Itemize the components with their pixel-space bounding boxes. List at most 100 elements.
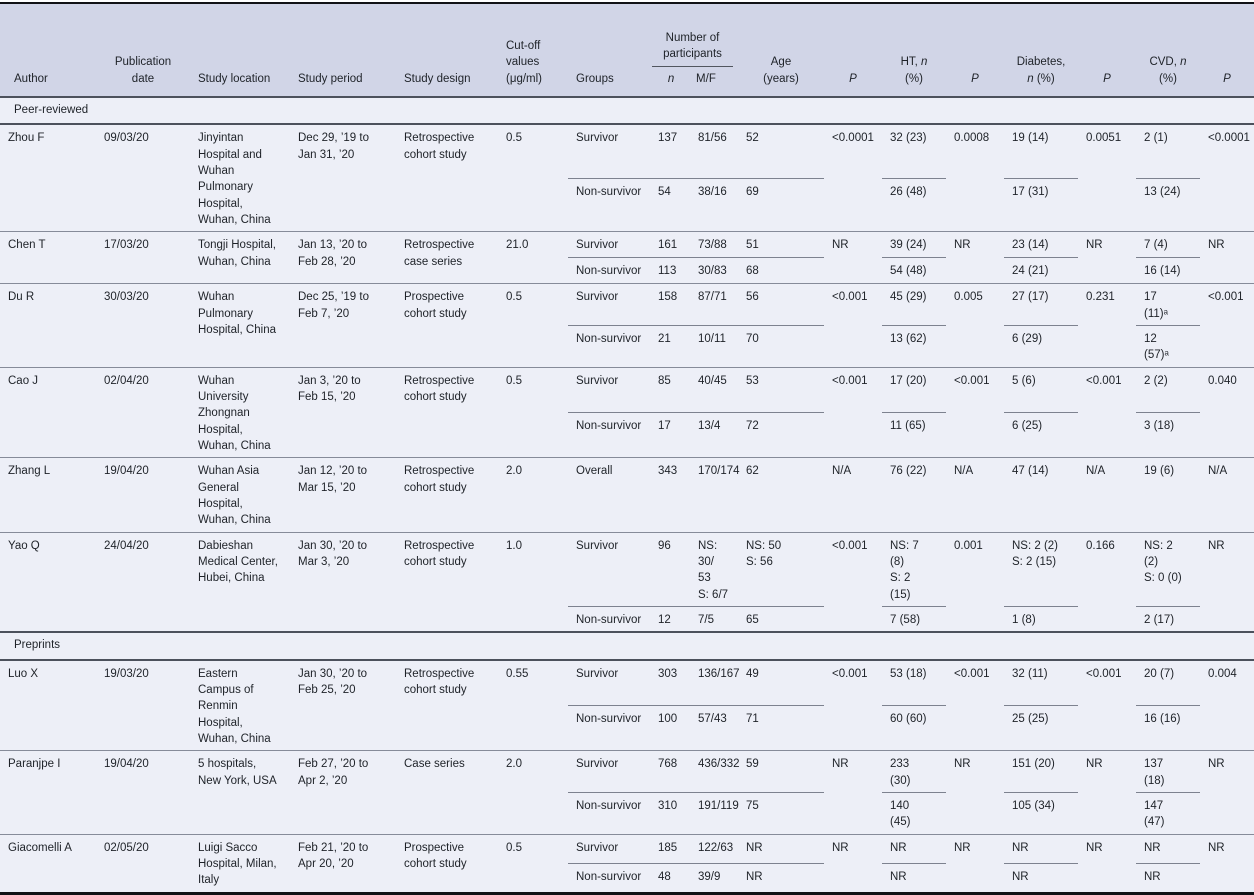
study-yao-q: Yao Q 24/04/20 Dabieshan Medical Center, H…	[0, 532, 1254, 632]
cell-cvd: 20 (7)	[1136, 659, 1200, 706]
cell-diabetes: 19 (14)	[1004, 124, 1078, 179]
cell-diabetes: 32 (11)	[1004, 659, 1078, 706]
cell-design: Prospective cohort study	[404, 291, 467, 320]
cell-age: 59	[738, 750, 824, 793]
cell-cvd: 2 (17)	[1144, 613, 1175, 626]
section: Preprints	[0, 632, 1254, 660]
cell-n: 310	[658, 800, 678, 812]
ht-header-prefix: HT,	[900, 56, 922, 69]
cell-group: Non-survivor	[576, 800, 642, 812]
cell-group: Survivor	[568, 231, 650, 259]
cell-cvd: NR	[1136, 834, 1200, 864]
col-header-study-period: Study period	[290, 3, 396, 98]
cell-pub-date: 24/04/20	[104, 539, 149, 552]
cell-cvd: 13 (24)	[1144, 185, 1181, 198]
cell-group: Overall	[576, 465, 613, 478]
cell-design: Retrospective cohort study	[404, 667, 475, 697]
cell-location: Eastern Campus of Renmin Hospital, Wuhan…	[198, 667, 271, 746]
col-header-p-cvd: P	[1200, 3, 1254, 98]
cell-p-age: <0.001	[832, 374, 868, 387]
cell-age: 49	[738, 659, 824, 706]
cell-ht: 11 (65)	[890, 419, 926, 432]
cell-cutoff: 1.0	[506, 539, 522, 552]
diabetes-header-n: n	[1027, 72, 1034, 85]
cell-mf: 436/332	[690, 750, 740, 793]
cell-age: NR	[746, 870, 763, 883]
section: Peer-reviewed	[0, 97, 1254, 125]
cell-group: Non-survivor	[576, 613, 642, 626]
cell-cvd: 137 (18)	[1136, 750, 1200, 793]
cell-group: Survivor	[568, 367, 650, 413]
cell-cvd: NR	[1144, 870, 1161, 883]
cell-n: 54	[658, 185, 671, 198]
cell-ht: 32 (23)	[882, 124, 946, 179]
cell-age: 75	[746, 800, 759, 812]
group-row: Zhang L 19/04/20 Wuhan Asia General Hospit…	[0, 458, 1254, 532]
study-du-r: Du R 30/03/20 Wuhan Pulmonary Hospital, Ch…	[0, 283, 1254, 367]
cell-author: Giacomelli A	[8, 841, 72, 854]
cell-age: 68	[746, 265, 759, 278]
cell-age: NR	[738, 834, 824, 864]
col-header-p-ht: P	[946, 3, 1004, 98]
cell-design: Prospective cohort study	[404, 841, 467, 870]
cell-p-diabetes: <0.001	[1086, 667, 1122, 680]
cell-design: Retrospective cohort study	[404, 539, 475, 568]
cell-cutoff: 2.0	[506, 465, 522, 478]
cell-mf: 81/56	[690, 124, 738, 179]
cell-group: Survivor	[568, 283, 650, 326]
cell-pub-date: 30/03/20	[104, 291, 149, 304]
cell-mf: 38/16	[698, 185, 727, 198]
col-header-age: Age (years)	[738, 3, 824, 98]
cell-n: 185	[650, 834, 690, 864]
cell-age: 56	[738, 283, 824, 326]
cell-group: Survivor	[568, 124, 650, 179]
cell-design: Retrospective case series	[404, 239, 475, 268]
cell-p-ht: NR	[954, 758, 971, 771]
col-header-publication-date: Publication date	[96, 3, 190, 98]
cell-cutoff: 0.5	[506, 291, 522, 304]
cell-cvd: 12 (57)ᵃ	[1144, 332, 1169, 362]
cell-p-ht: 0.0008	[954, 132, 990, 145]
cell-pub-date: 19/04/20	[104, 758, 149, 771]
cell-group: Non-survivor	[576, 265, 642, 278]
cell-ht: 140 (45)	[890, 800, 911, 829]
group-row: Non-survivor 113 30/83 68 54 (48) 24 (21) 16 (…	[0, 258, 1254, 284]
cell-diabetes: NS: 2 (2) S: 2 (15)	[1004, 532, 1078, 607]
cell-n: 48	[658, 870, 671, 883]
cell-n: 113	[658, 265, 677, 278]
section-label: Preprints	[14, 639, 61, 652]
cell-p-ht: 0.001	[954, 539, 983, 552]
cell-mf: 87/71	[690, 283, 738, 326]
cell-location: Dabieshan Medical Center, Hubei, China	[198, 539, 278, 585]
group-row: Non-survivor 100 57/43 71 60 (60) 25 (25) 16 (…	[0, 705, 1254, 751]
cell-author: Paranjpe I	[8, 758, 61, 771]
cell-pub-date: 19/03/20	[104, 667, 149, 680]
cell-cutoff: 21.0	[506, 239, 529, 252]
cvd-header-prefix: CVD,	[1149, 56, 1181, 69]
col-header-study-design: Study design	[396, 3, 498, 98]
cell-n: 158	[650, 283, 690, 326]
study-chen-t: Chen T 17/03/20 Tongji Hospital, Wuhan, Ch…	[0, 231, 1254, 284]
cell-age: 71	[746, 712, 759, 725]
cell-cutoff: 0.55	[506, 667, 529, 680]
cell-mf: 40/45	[690, 367, 738, 413]
cell-mf: 57/43	[698, 712, 727, 725]
col-header-number-of-participants: Number of participants	[652, 30, 733, 67]
cell-p-age: NR	[832, 239, 849, 252]
cell-cutoff: 2.0	[506, 758, 522, 771]
cell-n: 161	[650, 231, 690, 259]
cell-diabetes: 6 (29)	[1012, 332, 1043, 345]
cell-period: Dec 29, ’19 to Jan 31, ’20	[298, 132, 369, 161]
group-row: Yao Q 24/04/20 Dabieshan Medical Center, H…	[0, 532, 1254, 607]
group-row: Luo X 19/03/20 Eastern Campus of Renmin Ho…	[0, 659, 1254, 745]
cell-n: 96	[650, 532, 690, 607]
cell-p-ht: <0.001	[954, 374, 990, 387]
study-giacomelli-a: Giacomelli A 02/05/20 Luigi Sacco Hospital…	[0, 834, 1254, 893]
cvd-header-line1: CVD, n	[1138, 54, 1198, 70]
col-header-n: n	[667, 72, 675, 85]
group-row: Du R 30/03/20 Wuhan Pulmonary Hospital, Ch…	[0, 283, 1254, 336]
cell-cvd: 16 (16)	[1144, 712, 1181, 725]
cell-period: Jan 13, ’20 to Feb 28, ’20	[298, 239, 368, 268]
cell-author: Du R	[8, 291, 35, 304]
cell-mf: NS: 30/ 53 S: 6/7	[690, 532, 738, 607]
